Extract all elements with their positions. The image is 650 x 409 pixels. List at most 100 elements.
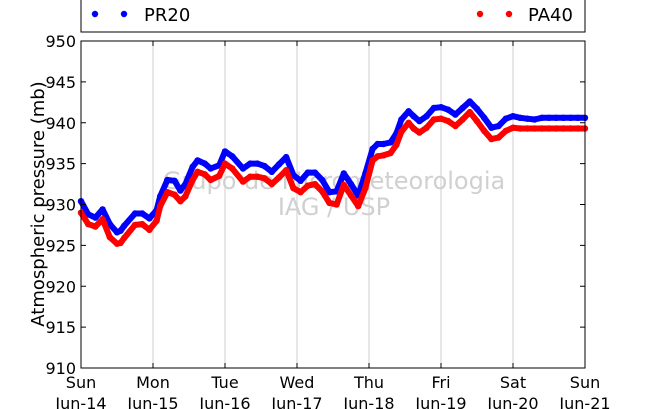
x-tick-label-date: Jun-20 xyxy=(486,394,538,409)
data-point-pr20 xyxy=(495,122,502,130)
x-tick-label-date: Jun-17 xyxy=(270,394,322,409)
data-point-pr20 xyxy=(254,160,261,167)
data-point-pr20 xyxy=(459,104,466,112)
data-point-pa40 xyxy=(182,193,189,200)
data-point-pa40 xyxy=(416,129,423,136)
data-point-pa40 xyxy=(333,201,340,208)
data-point-pa40 xyxy=(92,223,99,230)
data-point-pr20 xyxy=(423,113,430,120)
data-point-pa40 xyxy=(473,117,481,125)
data-point-pr20 xyxy=(347,180,355,188)
data-point-pr20 xyxy=(283,153,290,161)
data-point-pa40 xyxy=(304,182,311,189)
y-tick-label: 940 xyxy=(45,114,76,133)
data-point-pr20 xyxy=(445,106,452,113)
data-point-pr20 xyxy=(437,104,445,111)
data-point-pa40 xyxy=(326,199,333,207)
x-tick-label-date: Jun-18 xyxy=(342,394,394,409)
data-point-pa40 xyxy=(268,180,275,188)
data-point-pa40 xyxy=(374,153,381,160)
data-point-pr20 xyxy=(387,139,394,146)
data-point-pa40 xyxy=(275,174,283,181)
data-point-pa40 xyxy=(171,191,178,198)
axes: 910 915 920 925 930 935 940 945 950 Sun Jun-14 Mon J… xyxy=(45,32,610,409)
y-tick-label: 915 xyxy=(45,318,76,337)
data-point-pr20 xyxy=(560,114,567,122)
data-point-pa40 xyxy=(201,171,208,178)
data-point-pr20 xyxy=(131,210,139,217)
x-tick-label-date: Jun-16 xyxy=(198,394,250,409)
data-point-pa40 xyxy=(423,124,430,131)
data-point-pa40 xyxy=(283,167,290,174)
y-axis-label: Atmospheric pressure (mb) xyxy=(28,81,49,326)
data-point-pr20 xyxy=(430,104,437,112)
data-point-pa40 xyxy=(189,176,196,184)
data-point-pr20 xyxy=(466,98,473,105)
data-point-pr20 xyxy=(146,215,153,222)
data-point-pr20 xyxy=(275,161,283,168)
data-point-pa40 xyxy=(177,198,184,205)
data-point-pr20 xyxy=(201,160,208,167)
y-tick-label: 945 xyxy=(45,73,76,92)
x-tick-label-day: Thu xyxy=(353,373,384,392)
data-point-pa40 xyxy=(247,173,254,180)
data-point-pr20 xyxy=(207,165,214,172)
data-point-pa40 xyxy=(488,135,495,143)
y-tick-label: 950 xyxy=(45,32,76,51)
data-point-pr20 xyxy=(189,163,196,171)
data-point-pa40 xyxy=(290,184,297,192)
data-point-pr20 xyxy=(374,140,381,148)
data-point-pa40 xyxy=(164,189,171,196)
data-point-pa40 xyxy=(437,115,445,122)
data-point-pr20 xyxy=(99,206,106,213)
data-point-pr20 xyxy=(502,115,509,122)
legend-label-pr20: PR20 xyxy=(144,5,190,26)
data-point-pa40 xyxy=(153,217,160,224)
data-point-pr20 xyxy=(92,214,99,221)
data-point-pa40 xyxy=(362,184,369,192)
data-point-pa40 xyxy=(560,125,567,132)
data-point-pr20 xyxy=(221,148,229,155)
data-point-pa40 xyxy=(216,172,223,180)
data-point-pr20 xyxy=(229,153,236,160)
data-point-pa40 xyxy=(254,173,261,180)
data-point-pa40 xyxy=(567,125,574,132)
data-point-pa40 xyxy=(574,125,581,132)
data-point-pr20 xyxy=(398,116,405,123)
data-point-pa40 xyxy=(517,125,524,132)
data-point-pa40 xyxy=(311,180,319,188)
data-point-pa40 xyxy=(410,125,417,132)
data-point-pa40 xyxy=(509,124,517,131)
data-point-pa40 xyxy=(121,234,128,242)
data-point-pa40 xyxy=(340,181,347,189)
data-point-pa40 xyxy=(85,220,92,228)
data-point-pr20 xyxy=(171,177,178,184)
data-point-pr20 xyxy=(517,114,524,122)
data-point-pr20 xyxy=(473,105,481,113)
data-point-pr20 xyxy=(311,169,319,176)
data-point-pa40 xyxy=(459,116,466,123)
data-point-pa40 xyxy=(239,178,247,185)
data-point-pr20 xyxy=(545,114,553,122)
data-point-pa40 xyxy=(452,122,459,130)
data-point-pr20 xyxy=(340,170,347,177)
data-point-pa40 xyxy=(445,117,452,125)
data-point-pa40 xyxy=(117,239,124,247)
y-tick-label: 925 xyxy=(45,236,76,255)
data-point-pr20 xyxy=(85,211,92,218)
data-point-pr20 xyxy=(164,176,171,184)
data-point-pr20 xyxy=(326,189,333,196)
data-point-pa40 xyxy=(553,125,560,132)
data-point-pr20 xyxy=(509,113,517,120)
y-tick-label: 920 xyxy=(45,277,76,296)
data-point-pa40 xyxy=(229,165,236,172)
data-point-pr20 xyxy=(524,115,531,122)
legend-marker-pa40 xyxy=(476,10,513,18)
data-point-pa40 xyxy=(495,134,502,141)
legend-marker-pr20 xyxy=(91,10,128,18)
x-tick-label-day: Tue xyxy=(210,373,238,392)
data-point-pr20 xyxy=(538,114,545,122)
data-point-pa40 xyxy=(405,119,412,127)
x-tick-label-day: Sun xyxy=(66,373,96,392)
